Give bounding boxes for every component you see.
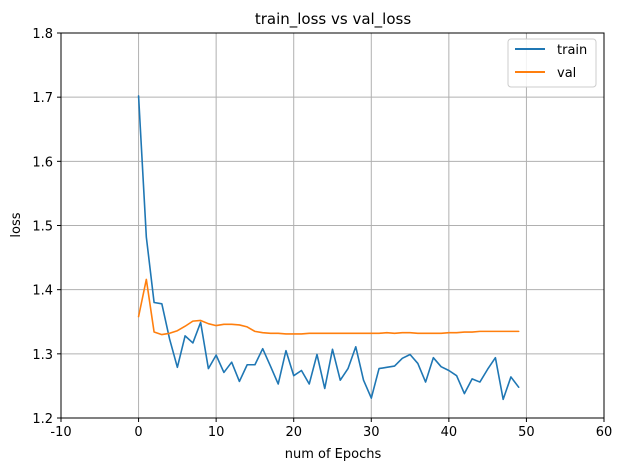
y-tick-label: 1.3 xyxy=(32,348,53,363)
y-axis-label: loss xyxy=(9,212,24,237)
x-tick-label: 40 xyxy=(441,425,458,440)
x-tick-label: 20 xyxy=(285,425,302,440)
chart-title: train_loss vs val_loss xyxy=(255,10,412,29)
y-tick-label: 1.4 xyxy=(32,284,53,299)
x-tick-label: 0 xyxy=(134,425,142,440)
y-tick-label: 1.6 xyxy=(32,155,53,170)
x-tick-label: 30 xyxy=(363,425,380,440)
x-tick-label: -10 xyxy=(50,425,71,440)
x-axis-label: num of Epochs xyxy=(285,447,382,462)
x-tick-label: 10 xyxy=(208,425,225,440)
series-line-val xyxy=(137,278,520,336)
y-tick-label: 1.8 xyxy=(32,27,53,42)
x-tick-label: 60 xyxy=(596,425,613,440)
y-tick-label: 1.7 xyxy=(32,91,53,106)
y-tick-label: 1.2 xyxy=(32,412,53,427)
series-line-train xyxy=(137,95,520,401)
legend-label-train: train xyxy=(557,43,587,58)
series-lines xyxy=(137,95,520,401)
legend-box xyxy=(507,38,597,88)
legend: train val xyxy=(507,38,597,88)
x-tick-label: 50 xyxy=(518,425,535,440)
legend-label-val: val xyxy=(557,66,576,81)
y-tick-label: 1.5 xyxy=(32,220,53,235)
axis-ticks: -10 0 10 20 30 40 50 60 1.2 1.3 1.4 1.5 1.6 1.7 1.8 xyxy=(32,27,612,440)
